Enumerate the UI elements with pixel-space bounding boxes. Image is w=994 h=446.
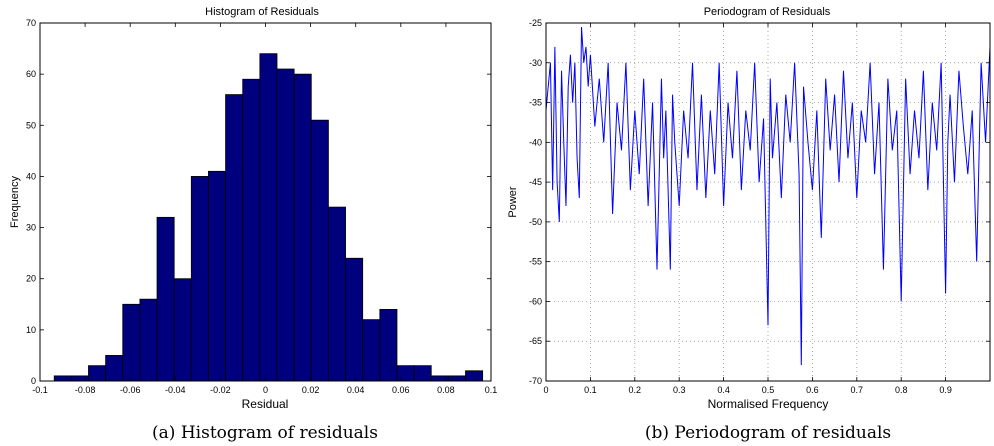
histogram-x-ticks: -0.1 -0.08 -0.06 -0.04 -0.02 0 0.02 0.04 0.06 0.0… bbox=[32, 23, 497, 395]
periodogram-x-tick-label: 0.8 bbox=[895, 385, 908, 395]
periodogram-panel: Periodogram of Residuals 0 0.1 0.2 0.3 0.4 0.… bbox=[507, 6, 991, 443]
periodogram-line bbox=[545, 26, 991, 366]
histogram-bar bbox=[259, 53, 278, 382]
periodogram-y-tick-label: -45 bbox=[529, 177, 542, 187]
histogram-y-tick-label: 20 bbox=[26, 274, 36, 284]
periodogram-y-tick-label: -30 bbox=[529, 58, 542, 68]
histogram-y-tick-label: 30 bbox=[26, 223, 36, 233]
histogram-bar bbox=[122, 303, 141, 382]
histogram-x-tick-label: 0.04 bbox=[347, 385, 365, 395]
histogram-bar bbox=[396, 365, 415, 382]
histogram-bar bbox=[173, 278, 192, 382]
periodogram-y-tick-label: -65 bbox=[529, 336, 542, 346]
histogram-y-tick-label: 10 bbox=[26, 325, 36, 335]
histogram-bar bbox=[345, 257, 364, 382]
histogram-y-tick-label: 40 bbox=[26, 171, 36, 181]
histogram-ylabel: Frequency bbox=[9, 176, 21, 228]
histogram-bar bbox=[70, 375, 89, 382]
periodogram-x-tick-label: 0.9 bbox=[939, 385, 952, 395]
histogram-x-tick-label: -0.06 bbox=[120, 385, 141, 395]
histogram-x-tick-label: 0.08 bbox=[437, 385, 455, 395]
periodogram-x-tick-label: 0 bbox=[543, 385, 548, 395]
histogram-bar bbox=[413, 365, 432, 382]
periodogram-y-tick-label: -55 bbox=[529, 257, 542, 267]
histogram-bar bbox=[310, 119, 329, 382]
histogram-x-tick-label: -0.08 bbox=[75, 385, 96, 395]
periodogram-x-tick-label: 0.1 bbox=[584, 385, 597, 395]
periodogram-x-tick-label: 0.6 bbox=[806, 385, 819, 395]
histogram-x-tick-label: 0.1 bbox=[485, 385, 498, 395]
histogram-y-tick-label: 0 bbox=[31, 376, 36, 386]
periodogram-y-tick-label: -50 bbox=[529, 217, 542, 227]
histogram-bar bbox=[293, 73, 312, 382]
histogram-panel: Histogram of Residuals -0.1 -0.08 -0.06 -0.… bbox=[9, 6, 497, 443]
histogram-bar bbox=[276, 68, 295, 382]
histogram-y-tick-label: 50 bbox=[26, 120, 36, 130]
histogram-bar bbox=[225, 94, 244, 382]
histogram-bar bbox=[139, 298, 158, 382]
histogram-x-tick-label: -0.02 bbox=[210, 385, 231, 395]
histogram-bar bbox=[328, 206, 346, 382]
histogram-y-tick-label: 60 bbox=[26, 69, 36, 79]
histogram-x-tick-label: 0 bbox=[263, 385, 268, 395]
histogram-bar bbox=[362, 319, 381, 382]
histogram-xlabel: Residual bbox=[242, 397, 289, 411]
histogram-x-tick-label: 0.02 bbox=[302, 385, 320, 395]
histogram-bars bbox=[53, 53, 484, 382]
periodogram-x-tick-label: 0.3 bbox=[673, 385, 686, 395]
histogram-x-tick-label: -0.1 bbox=[32, 385, 48, 395]
periodogram-xlabel: Normalised Frequency bbox=[708, 397, 829, 411]
histogram-bar bbox=[447, 375, 466, 382]
periodogram-ylabel: Power bbox=[507, 186, 519, 218]
histogram-x-tick-label: 0.06 bbox=[392, 385, 410, 395]
histogram-x-tick-label: -0.04 bbox=[165, 385, 186, 395]
periodogram-y-tick-label: -25 bbox=[529, 18, 542, 28]
histogram-bar bbox=[190, 176, 209, 382]
histogram-bar bbox=[465, 370, 484, 382]
histogram-y-ticks: 0 10 20 30 40 50 60 70 bbox=[26, 18, 491, 386]
histogram-caption: (a) Histogram of residuals bbox=[152, 423, 378, 443]
histogram-bar bbox=[156, 216, 175, 382]
periodogram-x-tick-label: 0.5 bbox=[762, 385, 775, 395]
histogram-bar bbox=[105, 355, 124, 382]
periodogram-title: Periodogram of Residuals bbox=[704, 6, 831, 18]
histogram-bar bbox=[379, 308, 398, 382]
histogram-bar bbox=[242, 78, 261, 382]
periodogram-x-tick-label: 0.7 bbox=[851, 385, 864, 395]
periodogram-x-tick-label: 0.4 bbox=[717, 385, 730, 395]
periodogram-y-tick-label: -60 bbox=[529, 296, 542, 306]
periodogram-caption: (b) Periodogram of residuals bbox=[645, 423, 891, 443]
histogram-bar bbox=[53, 375, 72, 382]
periodogram-y-tick-label: -40 bbox=[529, 137, 542, 147]
histogram-bar bbox=[208, 170, 226, 382]
periodogram-y-tick-label: -35 bbox=[529, 98, 542, 108]
histogram-y-tick-label: 70 bbox=[26, 18, 36, 28]
periodogram-y-tick-label: -70 bbox=[529, 376, 542, 386]
periodogram-x-ticks: 0 0.1 0.2 0.3 0.4 0.5 0.6 0.7 0.8 0.9 bbox=[543, 23, 952, 395]
periodogram-x-tick-label: 0.2 bbox=[629, 385, 642, 395]
periodogram-y-ticks: -70 -65 -60 -55 -50 -45 -40 -35 -30 -25 bbox=[529, 18, 990, 386]
histogram-title: Histogram of Residuals bbox=[205, 6, 319, 18]
histogram-bar bbox=[88, 365, 107, 382]
